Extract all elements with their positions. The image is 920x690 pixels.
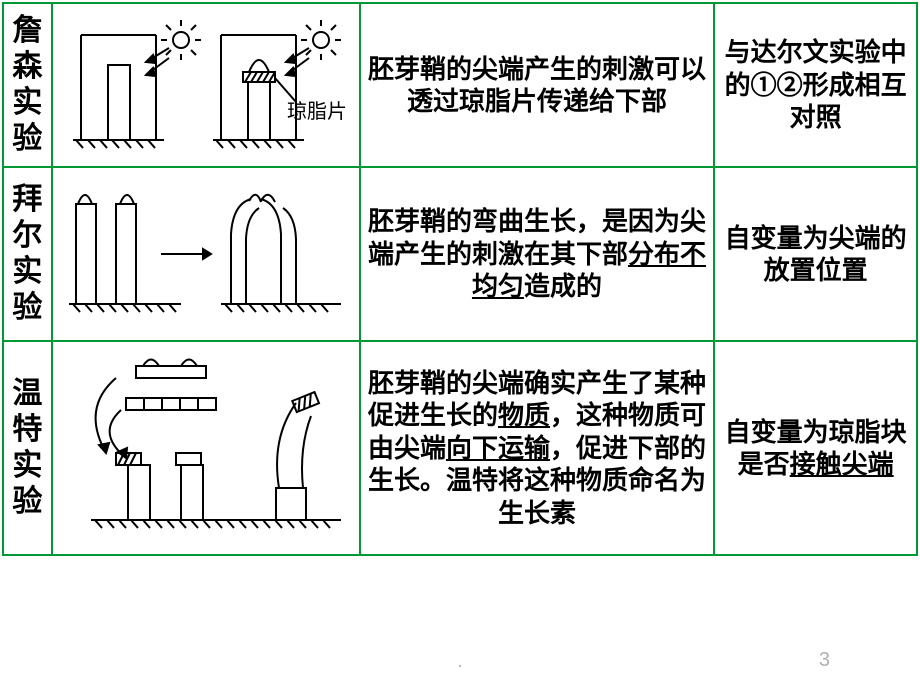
agar-label: 琼脂片: [287, 100, 347, 123]
note-u: 接触尖端: [790, 449, 894, 479]
diagram-baier: [52, 167, 360, 341]
diagram-zhansen: 琼脂片: [52, 3, 360, 167]
conclusion-u2: 向下运输: [446, 433, 550, 463]
row-label-baier: 拜尔实验: [3, 167, 52, 341]
conclusion-zhansen: 胚芽鞘的尖端产生的刺激可以透过琼脂片传递给下部: [360, 3, 715, 167]
experiment-table: 詹森实验: [2, 2, 918, 556]
table-row: 拜尔实验: [3, 167, 917, 341]
note-zhansen: 与达尔文实验中的①②形成相互对照: [714, 3, 917, 167]
note-wente: 自变量为琼脂块是否接触尖端: [714, 341, 917, 555]
conclusion-baier: 胚芽鞘的弯曲生长，是因为尖端产生的刺激在其下部分布不均匀造成的: [360, 167, 715, 341]
note-baier: 自变量为尖端的放置位置: [714, 167, 917, 341]
note-text: 与达尔文实验中的①②形成相互对照: [725, 37, 907, 132]
table-row: 温特实验: [3, 341, 917, 555]
conclusion-post: 造成的: [524, 271, 602, 301]
note-text: 自变量为尖端的放置位置: [725, 223, 907, 286]
row-label-zhansen: 詹森实验: [3, 3, 52, 167]
page-number: 3: [819, 649, 830, 672]
conclusion-wente: 胚芽鞘的尖端确实产生了某种促进生长的物质，这种物质可由尖端向下运输，促进下部的生…: [360, 341, 715, 555]
footer-dot: .: [457, 651, 462, 672]
diagram-wente: [52, 341, 360, 555]
row-label-wente: 温特实验: [3, 341, 52, 555]
conclusion-text: 胚芽鞘的尖端产生的刺激可以透过琼脂片传递给下部: [368, 54, 706, 117]
conclusion-u1: 物质: [498, 400, 550, 430]
table-row: 詹森实验: [3, 3, 917, 167]
